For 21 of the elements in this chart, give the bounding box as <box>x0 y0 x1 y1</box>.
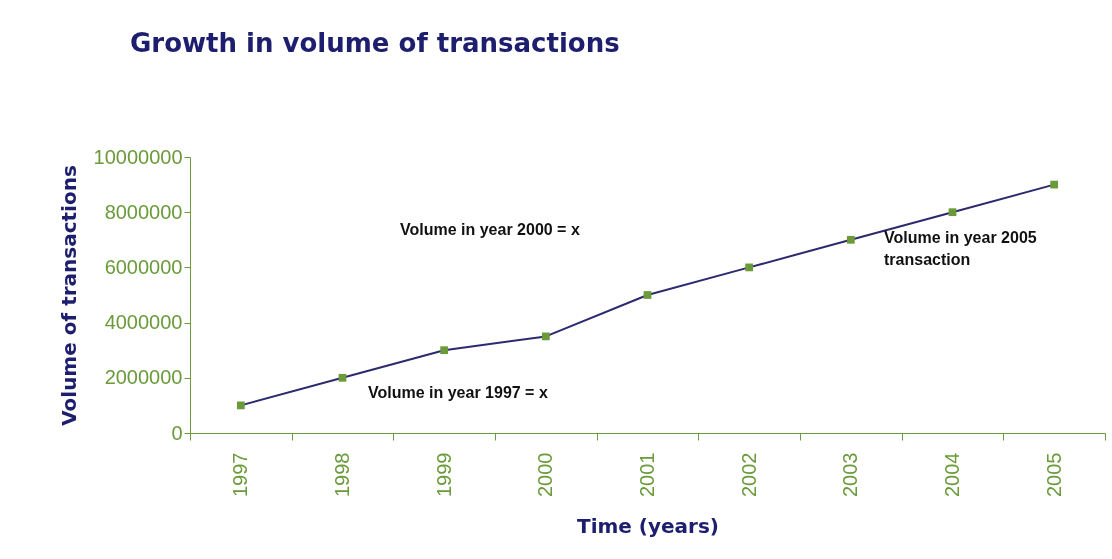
annotation: Volume in year 2000 = x <box>400 221 580 238</box>
x-tick-label: 1998 <box>331 452 353 497</box>
y-tick-label: 10000000 <box>93 145 183 168</box>
y-tick-label: 0 <box>171 421 183 444</box>
y-axis-title: Volume of transactions <box>56 165 81 426</box>
x-tick-label: 1997 <box>229 452 252 497</box>
x-tick-label: 2001 <box>636 452 658 497</box>
x-tick-label: 1999 <box>432 452 455 497</box>
y-tick-label: 2000000 <box>104 366 183 389</box>
annotation: Volume in year 2005 transaction <box>884 229 1037 268</box>
annotation: Volume in year 1997 = x <box>368 384 548 401</box>
x-tick-label: 2003 <box>839 452 862 497</box>
x-tick-label: 2004 <box>941 452 963 497</box>
chart-title: Growth in volume of transactions <box>130 28 620 58</box>
x-tick-label: 2005 <box>1042 452 1065 497</box>
y-tick-label: 6000000 <box>104 255 183 278</box>
x-tick-label: 2002 <box>737 452 760 497</box>
x-axis-title: Time (years) <box>576 513 720 538</box>
y-tick-label: 4000000 <box>104 311 183 334</box>
x-tick-label: 2000 <box>534 452 557 497</box>
y-tick-label: 8000000 <box>104 200 183 223</box>
